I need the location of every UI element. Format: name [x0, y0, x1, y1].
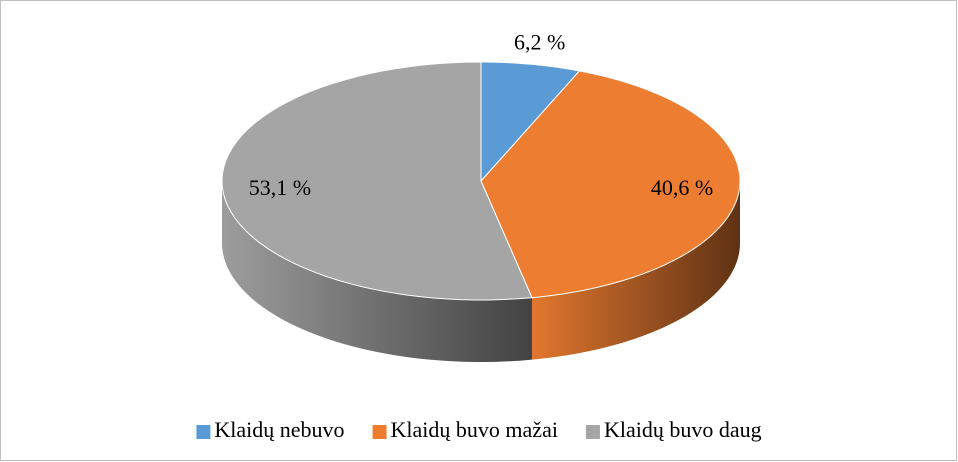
legend-swatch: [585, 425, 600, 439]
slice-side-shade: [531, 181, 740, 360]
data-label: 53,1 %: [249, 175, 311, 200]
slice: [480, 70, 741, 299]
legend-label: Klaidų nebuvo: [214, 417, 344, 442]
legend-swatch: [372, 425, 387, 439]
legend-swatch: [196, 425, 211, 439]
slice: [480, 61, 581, 183]
legend-label: Klaidų buvo mažai: [391, 417, 558, 442]
slice-side-shade: [222, 181, 532, 362]
slice: [221, 61, 533, 301]
data-label: 6,2 %: [514, 29, 565, 54]
data-label: 40,6 %: [651, 175, 713, 200]
legend-label: Klaidų buvo daug: [604, 417, 762, 442]
